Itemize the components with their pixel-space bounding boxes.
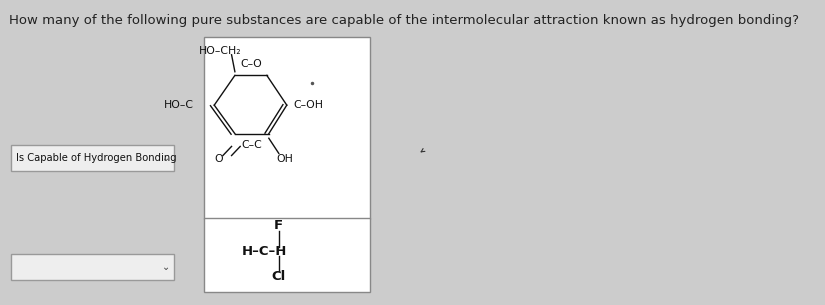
Text: HO–CH₂: HO–CH₂: [199, 46, 242, 56]
Text: Cl: Cl: [271, 271, 286, 283]
Text: O: O: [214, 155, 223, 164]
Bar: [11, 145, 174, 171]
Bar: [204, 218, 370, 292]
Text: ⌄: ⌄: [162, 153, 170, 163]
Bar: [204, 37, 370, 219]
Bar: [11, 254, 174, 280]
Text: C–O: C–O: [240, 59, 262, 69]
Text: H–C–H: H–C–H: [242, 245, 287, 258]
Text: HO–C: HO–C: [164, 100, 195, 110]
Text: How many of the following pure substances are capable of the intermolecular attr: How many of the following pure substance…: [9, 14, 799, 27]
Text: C–OH: C–OH: [294, 100, 323, 110]
Text: Is Capable of Hydrogen Bonding: Is Capable of Hydrogen Bonding: [16, 153, 177, 163]
Text: OH: OH: [277, 155, 294, 164]
Text: F: F: [274, 219, 283, 232]
Text: ⌄: ⌄: [162, 262, 170, 272]
Text: C–C: C–C: [242, 140, 262, 150]
